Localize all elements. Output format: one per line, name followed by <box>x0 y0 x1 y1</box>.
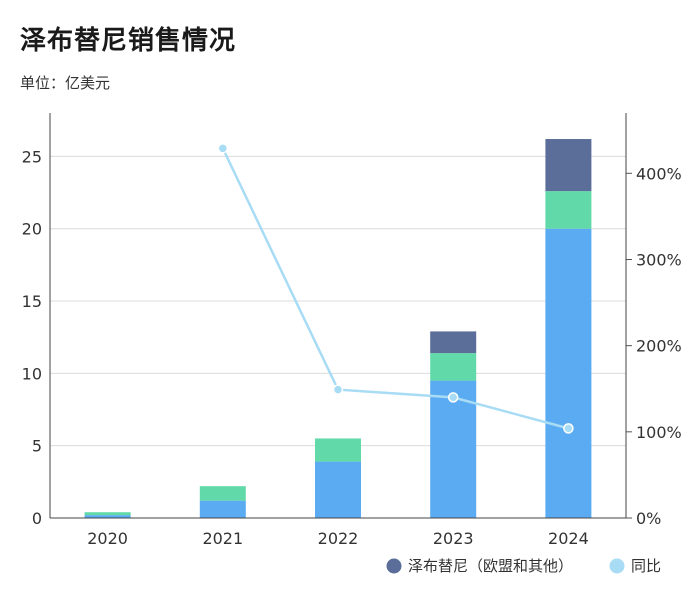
x-tick-label: 2022 <box>318 529 359 548</box>
yoy-point <box>217 143 229 154</box>
x-tick-label: 2023 <box>433 529 474 548</box>
legend-label: 同比 <box>631 557 661 575</box>
bar-segment <box>430 353 477 381</box>
y-tick-label: 0 <box>32 509 42 528</box>
legend-marker <box>386 558 402 574</box>
y2-tick-label: 100% <box>636 423 682 442</box>
bar-segment <box>84 515 131 518</box>
yoy-point <box>563 423 574 434</box>
x-tick-label: 2024 <box>548 529 589 548</box>
bar-segment <box>84 512 131 516</box>
bar-segment <box>315 438 361 462</box>
bar-segment <box>199 486 246 501</box>
x-tick-label: 2020 <box>87 529 128 548</box>
bar-segment <box>199 500 246 518</box>
unit-label: 单位：亿美元 <box>20 74 111 92</box>
yoy-line <box>221 147 569 430</box>
bar-segment <box>545 139 592 192</box>
bar-segment <box>430 331 477 354</box>
bar-segment <box>545 228 592 518</box>
y2-tick-label: 200% <box>636 337 682 356</box>
chart-title: 泽布替尼销售情况 <box>20 26 237 56</box>
bar-segment <box>545 191 592 229</box>
yoy-point <box>332 384 344 395</box>
y-tick-label: 20 <box>22 220 42 239</box>
legend-label: 泽布替尼（欧盟和其他） <box>408 557 573 575</box>
y2-tick-label: 300% <box>636 250 682 269</box>
y-tick-label: 5 <box>32 437 42 456</box>
y-tick-label: 10 <box>22 364 42 383</box>
yoy-point <box>447 392 459 403</box>
y2-tick-label: 0% <box>636 509 661 528</box>
y-tick-label: 15 <box>22 292 42 311</box>
x-tick-label: 2021 <box>202 529 243 548</box>
bar-segment <box>315 461 361 518</box>
y2-tick-label: 400% <box>636 164 682 183</box>
y-tick-label: 25 <box>22 147 42 166</box>
legend-marker <box>609 558 625 574</box>
bar-segment <box>430 380 477 518</box>
